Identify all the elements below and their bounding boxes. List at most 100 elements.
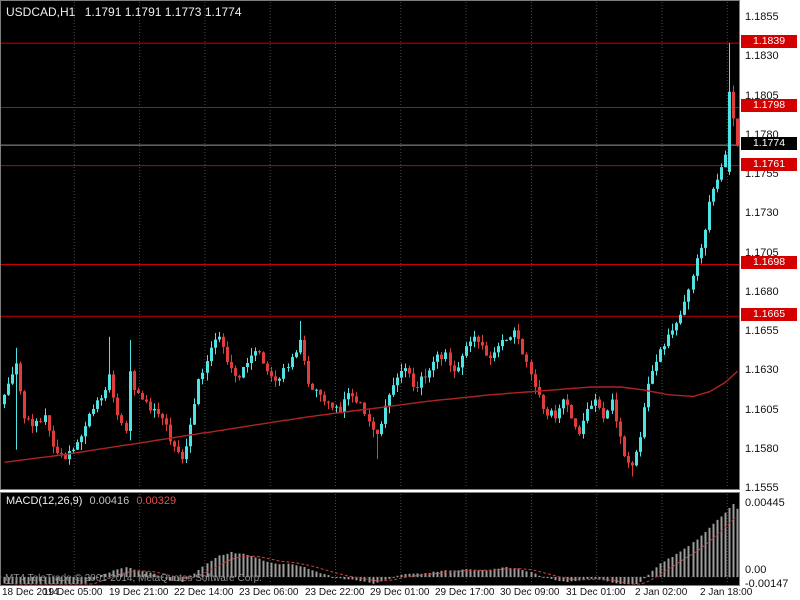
candle-body bbox=[201, 372, 204, 380]
macd-indicator-plot[interactable]: MACD(12,26,9) 0.00416 0.00329 MT4 TeleTr… bbox=[0, 492, 740, 586]
macd-histogram-bar bbox=[550, 577, 553, 579]
macd-histogram-bar bbox=[355, 577, 358, 581]
candle-body bbox=[343, 399, 346, 413]
candle-body bbox=[449, 352, 452, 366]
candle-body bbox=[250, 355, 253, 363]
macd-histogram-bar bbox=[627, 577, 630, 584]
macd-histogram-bar bbox=[52, 577, 55, 584]
macd-axis-label: -0.00147 bbox=[745, 578, 789, 590]
macd-histogram-bar bbox=[185, 577, 188, 580]
candle-body bbox=[3, 394, 6, 405]
candle-body bbox=[339, 406, 342, 413]
price-tick-label: 1.1680 bbox=[745, 285, 779, 298]
macd-histogram-bar bbox=[696, 539, 699, 577]
candle-body bbox=[400, 371, 403, 378]
macd-histogram-bar bbox=[193, 573, 196, 577]
macd-histogram-bar bbox=[141, 571, 144, 577]
candle-body bbox=[44, 415, 47, 422]
candle-body bbox=[165, 418, 168, 425]
candle-body bbox=[440, 354, 443, 359]
macd-histogram-bar bbox=[84, 577, 87, 584]
macd-histogram-bar bbox=[359, 577, 362, 582]
candle-body bbox=[376, 429, 379, 435]
candle-body bbox=[473, 336, 476, 342]
macd-histogram-bar bbox=[671, 556, 674, 577]
macd-histogram-bar bbox=[351, 577, 354, 580]
macd-histogram-bar bbox=[493, 568, 496, 577]
macd-histogram-bar bbox=[60, 577, 63, 584]
level-price-badge: 1.1665 bbox=[741, 308, 797, 322]
macd-histogram-bar bbox=[683, 548, 686, 577]
macd-histogram-bar bbox=[659, 563, 662, 577]
candle-body bbox=[651, 370, 654, 384]
candle-body bbox=[210, 347, 213, 362]
candle-body bbox=[129, 371, 132, 431]
macd-histogram-bar bbox=[700, 535, 703, 577]
macd-histogram-bar bbox=[590, 577, 593, 579]
candle-body bbox=[485, 345, 488, 356]
price-tick-label: 1.1655 bbox=[745, 325, 779, 337]
candle-body bbox=[388, 394, 391, 406]
candle-body bbox=[234, 368, 237, 376]
price-axis[interactable]: 1.1855 1.1830 1.1805 1.1780 1.1755 1.1730 1.17… bbox=[740, 0, 800, 600]
macd-histogram-bar bbox=[311, 570, 314, 577]
macd-histogram-bar bbox=[7, 577, 10, 584]
macd-histogram-bar bbox=[562, 577, 565, 582]
macd-histogram-bar bbox=[270, 562, 273, 577]
candle-body bbox=[137, 390, 140, 394]
time-axis-label: 19 Dec 05:00 bbox=[43, 587, 103, 598]
candle-body bbox=[643, 407, 646, 438]
candle-body bbox=[258, 351, 261, 353]
candle-body bbox=[359, 402, 362, 404]
macd-histogram-bar bbox=[594, 577, 597, 579]
price-chart-plot[interactable]: USDCAD,H1 1.1791 1.1791 1.1773 1.1774 bbox=[0, 0, 740, 490]
macd-histogram-bar bbox=[619, 577, 622, 584]
macd-histogram-bar bbox=[331, 576, 334, 578]
candle-body bbox=[335, 406, 338, 408]
time-axis-label: 18 Dec 2014 bbox=[2, 587, 59, 598]
macd-histogram-bar bbox=[477, 570, 480, 577]
macd-histogram-bar bbox=[376, 577, 379, 583]
macd-histogram-bar bbox=[408, 573, 411, 577]
macd-histogram-bar bbox=[120, 568, 123, 577]
macd-histogram-bar bbox=[165, 577, 168, 580]
macd-histogram-bar bbox=[27, 577, 30, 584]
macd-histogram-bar bbox=[96, 577, 99, 578]
macd-histogram-bar bbox=[266, 561, 269, 577]
candle-body bbox=[262, 352, 265, 364]
macd-histogram-bar bbox=[189, 576, 192, 578]
candle-body bbox=[19, 363, 22, 392]
candle-body bbox=[647, 383, 650, 408]
macd-main-value: 0.00416 bbox=[89, 495, 130, 507]
macd-histogram-bar bbox=[258, 558, 261, 577]
candle-body bbox=[679, 314, 682, 324]
candle-body bbox=[404, 368, 407, 372]
macd-histogram-bar bbox=[262, 560, 265, 577]
macd-histogram-bar bbox=[582, 577, 585, 580]
candle-body bbox=[534, 374, 537, 387]
macd-histogram-bar bbox=[542, 576, 545, 578]
macd-histogram-bar bbox=[712, 523, 715, 577]
macd-histogram-bar bbox=[631, 577, 634, 584]
candle-body bbox=[692, 275, 695, 290]
candle-body bbox=[222, 336, 225, 347]
macd-histogram-bar bbox=[396, 575, 399, 577]
macd-histogram-bar bbox=[457, 570, 460, 577]
candle-body bbox=[469, 341, 472, 347]
macd-histogram-bar bbox=[675, 553, 678, 577]
macd-histogram-bar bbox=[291, 564, 294, 577]
candle-body bbox=[372, 421, 375, 430]
candlestick-canvas bbox=[1, 2, 739, 488]
ohlc-values: 1.1791 1.1791 1.1773 1.1774 bbox=[84, 5, 242, 19]
candle-body bbox=[481, 341, 484, 346]
candle-body bbox=[153, 408, 156, 411]
candle-body bbox=[197, 379, 200, 405]
time-axis[interactable]: 18 Dec 2014 19 Dec 05:00 19 Dec 21:00 22 De… bbox=[0, 586, 752, 600]
candle-body bbox=[291, 357, 294, 368]
macd-histogram-bar bbox=[226, 553, 229, 577]
candle-body bbox=[428, 370, 431, 378]
macd-histogram-bar bbox=[521, 570, 524, 577]
candle-body bbox=[635, 451, 638, 466]
macd-histogram-bar bbox=[125, 567, 128, 577]
candle-body bbox=[384, 405, 387, 424]
